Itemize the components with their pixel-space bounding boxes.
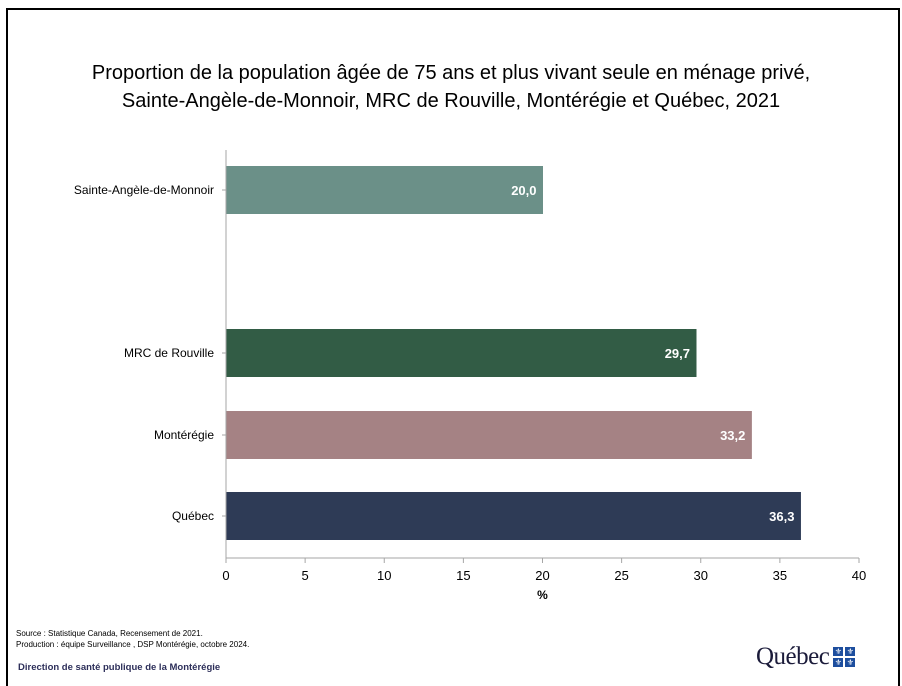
category-label: Montérégie: [154, 428, 214, 442]
x-tick-label: 30: [694, 568, 708, 583]
quebec-logo: Québec ⚜ ⚜ ⚜ ⚜: [756, 642, 856, 672]
x-tick-label: 35: [773, 568, 787, 583]
category-label: MRC de Rouville: [124, 346, 214, 360]
category-label: Sainte-Angèle-de-Monnoir: [74, 183, 214, 197]
slide-frame: [6, 8, 900, 686]
x-tick-label: 10: [377, 568, 391, 583]
bar: [226, 492, 801, 540]
x-tick-label: 40: [852, 568, 866, 583]
source-note: Source : Statistique Canada, Recensement…: [16, 629, 203, 638]
data-label: 36,3: [769, 509, 794, 524]
x-tick-label: 25: [614, 568, 628, 583]
bar: [226, 329, 697, 377]
bar: [226, 411, 752, 459]
fleur-de-lis-flag-icon: ⚜ ⚜ ⚜ ⚜: [833, 647, 856, 667]
production-note: Production : équipe Surveillance , DSP M…: [16, 640, 250, 649]
x-tick-label: 0: [222, 568, 229, 583]
quebec-logo-text: Québec: [756, 643, 830, 670]
data-label: 33,2: [720, 428, 745, 443]
chart-title: Proportion de la population âgée de 75 a…: [91, 62, 811, 84]
bar: [226, 166, 543, 214]
x-tick-label: 5: [302, 568, 309, 583]
x-tick-label: 20: [535, 568, 549, 583]
data-label: 29,7: [665, 346, 690, 361]
data-label: 20,0: [511, 183, 536, 198]
chart-subtitle: Sainte-Angèle-de-Monnoir, MRC de Rouvill…: [121, 90, 781, 112]
category-label: Québec: [172, 509, 214, 523]
x-axis-label: %: [537, 588, 548, 602]
x-tick-label: 15: [456, 568, 470, 583]
organization-name: Direction de santé publique de la Montér…: [18, 662, 221, 673]
